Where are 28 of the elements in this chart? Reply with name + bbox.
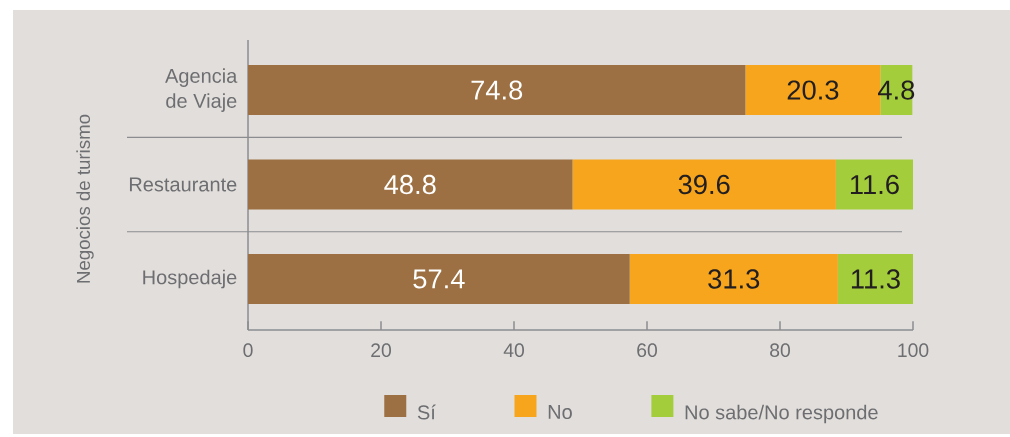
y-tick-label: Agencia de Viaje xyxy=(165,68,238,112)
x-tick-label: 100 xyxy=(898,343,929,358)
x-tick-label: 0 xyxy=(243,343,253,358)
x-tick-label: 80 xyxy=(770,343,790,358)
data-label: 31.3 xyxy=(708,269,760,289)
bar xyxy=(837,253,913,304)
y-tick-label: Hospedaje xyxy=(143,269,237,289)
legend-label: No sabe/No responde xyxy=(685,404,878,424)
data-label: 48.8 xyxy=(384,174,436,195)
x-tick-label: 40 xyxy=(503,343,524,358)
data-label: 74.8 xyxy=(471,80,523,100)
bar xyxy=(572,159,836,210)
x-tick-label: 20 xyxy=(371,343,391,358)
legend-label: No xyxy=(548,405,572,420)
data-label: 11.3 xyxy=(851,269,900,289)
x-tick-label: 60 xyxy=(637,343,657,358)
data-label: 57.4 xyxy=(413,269,465,289)
data-label: 11.6 xyxy=(850,174,899,195)
y-tick-label: Restaurante xyxy=(129,177,237,192)
y-axis-title: Negocios de turismo xyxy=(76,114,94,283)
bar xyxy=(248,159,573,210)
data-label: 39.6 xyxy=(678,174,730,195)
legend-label: Sí xyxy=(417,404,436,420)
bar xyxy=(629,253,838,304)
bar xyxy=(248,253,630,304)
data-label: 20.3 xyxy=(787,80,839,100)
bar xyxy=(835,159,913,210)
bar xyxy=(248,65,746,116)
